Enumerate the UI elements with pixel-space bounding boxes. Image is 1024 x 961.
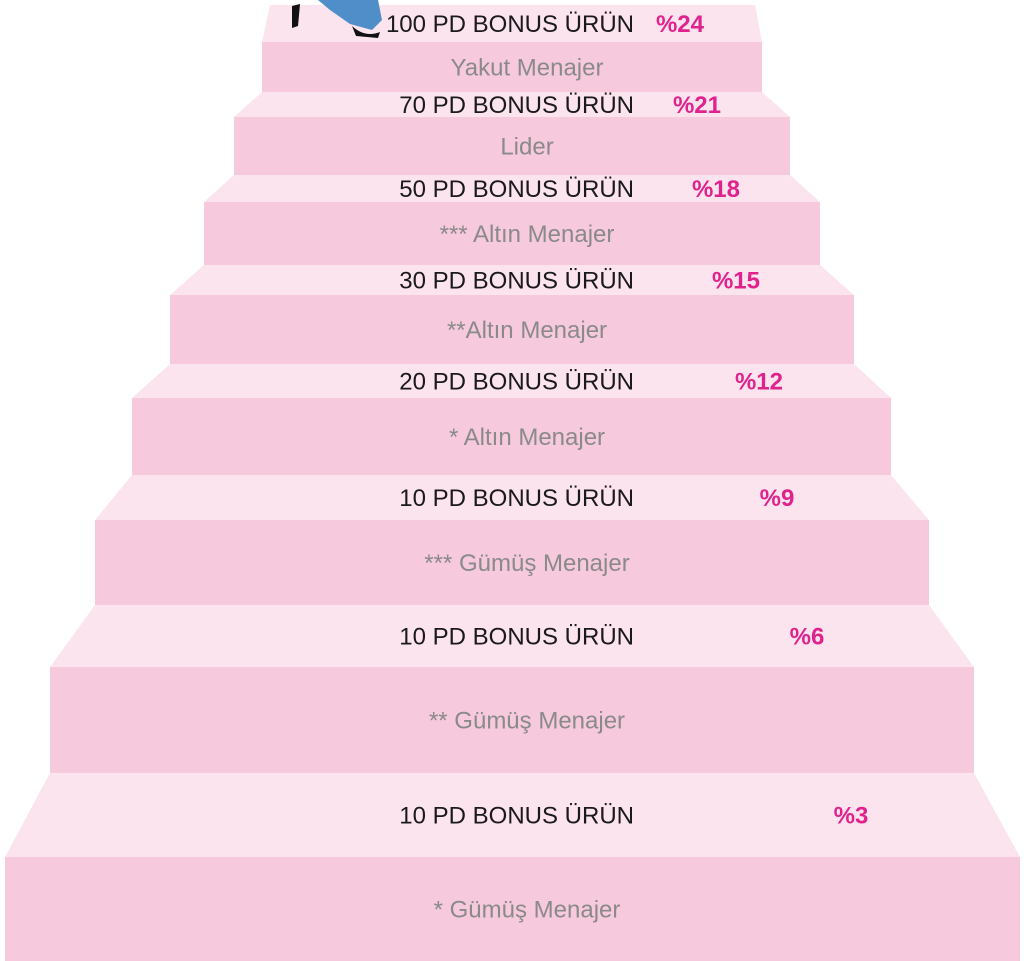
rank-text: Yakut Menajer (451, 54, 604, 81)
rank-text: * Altın Menajer (449, 424, 605, 451)
bonus-text: 70 PD BONUS ÜRÜN (399, 92, 634, 119)
percent-text: %21 (673, 92, 721, 119)
percent-text: %3 (834, 802, 869, 829)
rank-text: *** Gümüş Menajer (424, 550, 629, 577)
rank-text: ** Gümüş Menajer (429, 707, 625, 734)
rank-text: * Gümüş Menajer (434, 896, 621, 923)
rank-text: *** Altın Menajer (440, 221, 615, 248)
bonus-text: 30 PD BONUS ÜRÜN (399, 267, 634, 294)
steps: 100 PD BONUS ÜRÜN %24 Yakut Menajer 70 PD B… (5, 5, 1020, 961)
percent-text: %6 (790, 623, 825, 650)
percent-text: %12 (735, 368, 783, 395)
staircase: 100 PD BONUS ÜRÜN %24 Yakut Menajer 70 PD B… (0, 0, 1024, 961)
bonus-text: 20 PD BONUS ÜRÜN (399, 368, 634, 395)
percent-text: %18 (692, 176, 740, 203)
rank-text: Lider (500, 133, 553, 160)
bonus-text: 100 PD BONUS ÜRÜN (386, 11, 634, 38)
percent-text: %9 (760, 485, 795, 512)
percent-text: %24 (656, 11, 705, 38)
bonus-text: 10 PD BONUS ÜRÜN (399, 802, 634, 829)
bonus-text: 50 PD BONUS ÜRÜN (399, 176, 634, 203)
bonus-text: 10 PD BONUS ÜRÜN (399, 485, 634, 512)
rank-text: **Altın Menajer (447, 317, 607, 344)
bonus-text: 10 PD BONUS ÜRÜN (399, 623, 634, 650)
percent-text: %15 (712, 267, 760, 294)
